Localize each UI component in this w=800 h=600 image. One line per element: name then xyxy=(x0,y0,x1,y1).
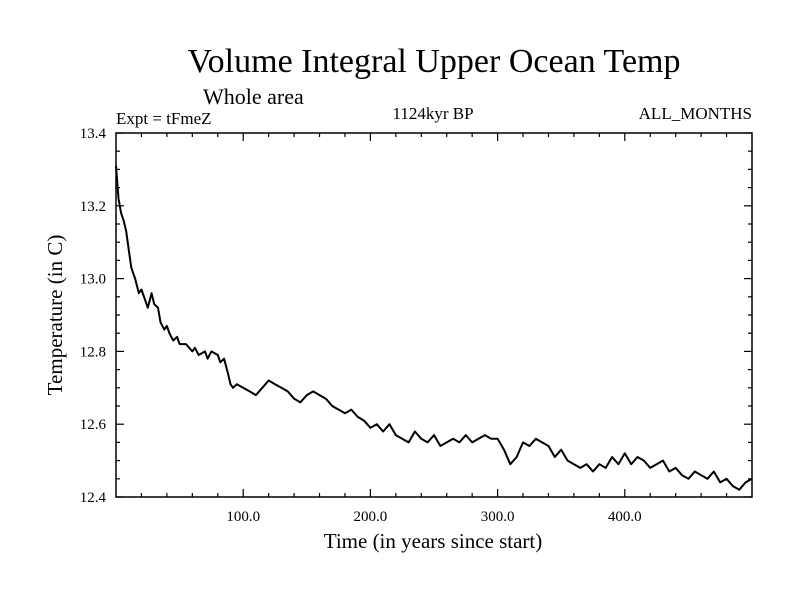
x-tick-label: 300.0 xyxy=(481,509,515,525)
axis-ticks xyxy=(116,132,752,498)
chart-subtitle: Whole area xyxy=(203,84,304,109)
x-tick-label: 400.0 xyxy=(608,509,642,525)
chart-title: Volume Integral Upper Ocean Temp xyxy=(188,43,681,80)
y-tick-label: 12.6 xyxy=(80,417,107,433)
y-axis-label: Temperature (in C) xyxy=(43,235,67,396)
x-tick-label: 100.0 xyxy=(226,509,260,525)
y-tick-label: 13.0 xyxy=(80,272,106,288)
experiment-label: Expt = tFmeZ xyxy=(116,109,212,128)
months-label: ALL_MONTHS xyxy=(639,104,752,123)
x-axis-label: Time (in years since start) xyxy=(324,529,543,553)
y-tick-label: 13.4 xyxy=(80,126,107,142)
temperature-series-line xyxy=(115,165,753,491)
y-tick-label: 13.2 xyxy=(80,199,106,215)
plot-frame xyxy=(115,132,753,498)
y-tick-label: 12.8 xyxy=(80,344,106,360)
period-label: 1124kyr BP xyxy=(392,104,473,123)
x-tick-label: 200.0 xyxy=(354,509,388,525)
tick-labels: 100.0 200.0 300.0 400.0 12.4 12.6 12.8 13.0 13.2… xyxy=(80,126,642,525)
y-tick-label: 12.4 xyxy=(80,490,107,506)
